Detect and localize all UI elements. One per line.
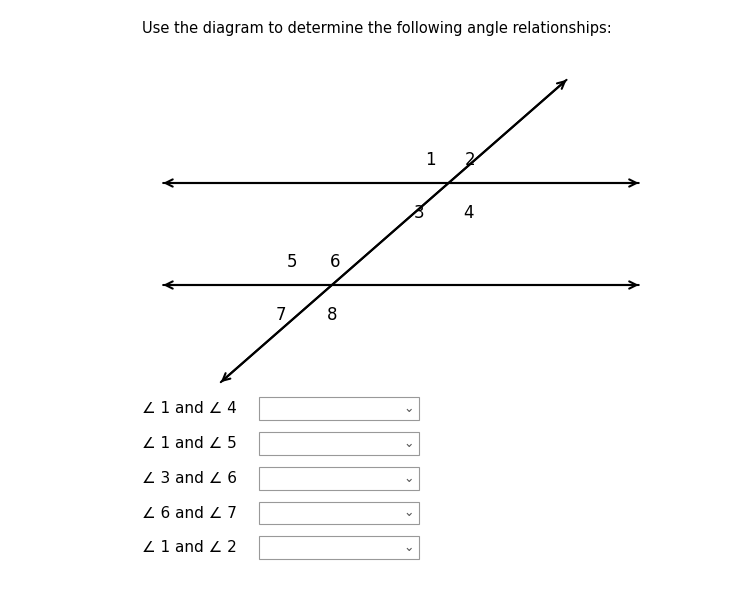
Text: ⌄: ⌄ (403, 541, 413, 554)
Text: ∠ 3 and ∠ 6: ∠ 3 and ∠ 6 (142, 470, 237, 486)
Text: 8: 8 (327, 306, 337, 324)
Text: ∠ 1 and ∠ 4: ∠ 1 and ∠ 4 (142, 401, 237, 416)
FancyBboxPatch shape (259, 536, 419, 559)
Text: ∠ 6 and ∠ 7: ∠ 6 and ∠ 7 (142, 505, 237, 521)
Text: ⌄: ⌄ (403, 402, 413, 415)
FancyBboxPatch shape (259, 467, 419, 490)
Text: 2: 2 (465, 151, 475, 169)
Text: ∠ 1 and ∠ 5: ∠ 1 and ∠ 5 (142, 436, 237, 451)
FancyBboxPatch shape (259, 502, 419, 524)
Text: ⌄: ⌄ (403, 472, 413, 485)
Text: 7: 7 (276, 306, 286, 324)
Text: 4: 4 (463, 204, 473, 222)
Text: ⌄: ⌄ (403, 506, 413, 520)
FancyBboxPatch shape (259, 397, 419, 420)
Text: ⌄: ⌄ (403, 437, 413, 450)
Text: 3: 3 (414, 204, 424, 222)
Text: ∠ 1 and ∠ 2: ∠ 1 and ∠ 2 (142, 540, 237, 556)
FancyBboxPatch shape (259, 432, 419, 455)
Text: 5: 5 (286, 253, 297, 271)
Text: 6: 6 (330, 253, 340, 271)
Text: Use the diagram to determine the following angle relationships:: Use the diagram to determine the followi… (142, 21, 612, 36)
Text: 1: 1 (425, 151, 435, 169)
